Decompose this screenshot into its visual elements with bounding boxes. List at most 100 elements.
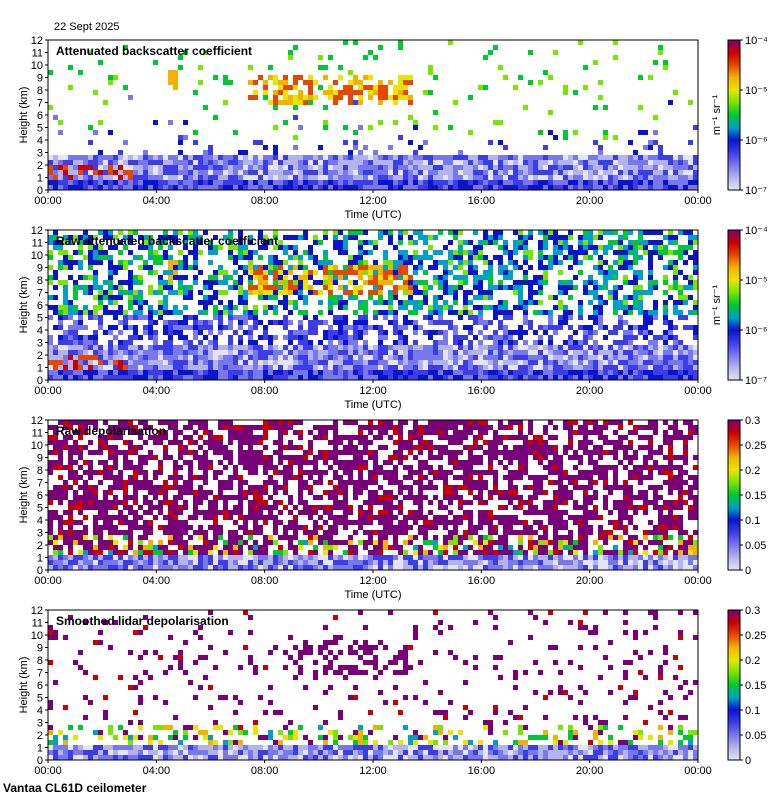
panel-title: Smoothed lidar depolarisation	[56, 614, 229, 628]
colorbar-tick-label: 10⁻⁶	[745, 135, 768, 147]
panel-4: Smoothed lidar depolarisation01234567891…	[18, 605, 766, 780]
y-tick-label: 0	[37, 185, 43, 197]
x-tick-label: 00:00	[34, 765, 62, 777]
colorbar-tick-label: 0.2	[745, 655, 760, 667]
colorbar-tick-label: 10⁻⁷	[745, 185, 767, 197]
x-tick-label: 00:00	[684, 385, 712, 397]
x-tick-label: 20:00	[576, 765, 604, 777]
x-tick-label: 08:00	[251, 765, 279, 777]
y-axis-label: Height (km)	[18, 467, 30, 524]
y-tick-label: 5	[37, 123, 43, 135]
heatmap-field	[48, 610, 698, 760]
y-tick-label: 11	[32, 238, 43, 250]
y-tick-label: 1	[37, 553, 43, 565]
y-tick-label: 5	[37, 313, 43, 325]
colorbar-tick-label: 10⁻⁴	[745, 35, 768, 47]
x-tick-label: 00:00	[684, 575, 712, 587]
ceilometer-figure: Attenuated backscatter coefficient012345…	[18, 35, 768, 780]
heatmap-field	[48, 230, 698, 380]
y-tick-label: 6	[37, 680, 43, 692]
y-tick-label: 8	[37, 85, 43, 97]
y-tick-label: 7	[37, 288, 43, 300]
y-tick-label: 10	[31, 250, 43, 262]
x-tick-label: 00:00	[34, 575, 62, 587]
y-tick-label: 1	[37, 173, 43, 185]
x-tick-label: 00:00	[34, 385, 62, 397]
colorbar-tick-label: 0.05	[745, 730, 766, 742]
colorbar-tick-label: 10⁻⁴	[745, 225, 768, 237]
colorbar-unit-label: m⁻¹ sr⁻¹	[711, 95, 723, 136]
y-tick-label: 5	[37, 503, 43, 515]
y-tick-label: 12	[31, 35, 43, 47]
colorbar-tick-label: 0.1	[745, 515, 760, 527]
y-tick-label: 9	[37, 643, 43, 655]
colorbar-tick-label: 0.1	[745, 705, 760, 717]
x-axis-label: Time (UTC)	[344, 399, 401, 411]
colorbar-tick-label: 10⁻⁵	[745, 85, 768, 97]
date-label: 22 Sept 2025	[54, 21, 120, 33]
y-tick-label: 3	[37, 148, 43, 160]
panel-title: Raw attenuated backscatter coefficient	[56, 234, 278, 248]
y-tick-label: 2	[37, 730, 43, 742]
x-tick-label: 16:00	[468, 385, 496, 397]
y-tick-label: 11	[32, 428, 43, 440]
colorbar: 0.3 0.25 0.2 0.15 0.1 0.05 0	[727, 605, 766, 767]
colorbar-tick-label: 0.3	[745, 605, 760, 617]
x-tick-label: 20:00	[576, 385, 604, 397]
x-tick-label: 12:00	[359, 765, 387, 777]
colorbar: 10⁻⁴ 10⁻⁵ 10⁻⁶ 10⁻⁷ m⁻¹ sr⁻¹	[711, 35, 768, 197]
colorbar-tick-label: 0.2	[745, 465, 760, 477]
colorbar-tick-label: 0	[745, 755, 751, 767]
x-tick-label: 04:00	[143, 195, 171, 207]
colorbar-gradient	[727, 419, 741, 571]
colorbar-tick-label: 0.05	[745, 540, 766, 552]
x-tick-label: 00:00	[684, 765, 712, 777]
x-tick-label: 08:00	[251, 575, 279, 587]
x-axis-label: Time (UTC)	[344, 209, 401, 221]
y-tick-label: 12	[31, 225, 43, 237]
y-axis-label: Height (km)	[18, 87, 30, 144]
colorbar-tick-label: 0.25	[745, 630, 766, 642]
y-tick-label: 0	[37, 565, 43, 577]
colorbar-gradient	[727, 609, 741, 761]
colorbar-tick-label: 0	[745, 565, 751, 577]
x-axis-label: Time (UTC)	[344, 589, 401, 601]
panel-2: Raw attenuated backscatter coefficient01…	[18, 225, 768, 411]
y-tick-label: 4	[37, 515, 43, 527]
footer-label: Vantaa CL61D ceilometer	[3, 781, 147, 795]
x-tick-label: 00:00	[684, 195, 712, 207]
y-tick-label: 10	[31, 60, 43, 72]
heatmap-field	[48, 420, 698, 570]
x-tick-label: 04:00	[143, 385, 171, 397]
x-axis-label: Time (UTC)	[344, 779, 401, 780]
y-tick-label: 3	[37, 718, 43, 730]
y-tick-label: 11	[32, 618, 43, 630]
colorbar-tick-label: 0.15	[745, 490, 766, 502]
panel-1: Attenuated backscatter coefficient012345…	[18, 35, 768, 221]
colorbar-tick-label: 0.3	[745, 415, 760, 427]
y-tick-label: 6	[37, 300, 43, 312]
y-tick-label: 12	[31, 415, 43, 427]
y-tick-label: 8	[37, 465, 43, 477]
y-tick-label: 10	[31, 440, 43, 452]
y-tick-label: 2	[37, 350, 43, 362]
y-tick-label: 11	[32, 48, 43, 60]
colorbar-unit-label: m⁻¹ sr⁻¹	[711, 285, 723, 326]
colorbar: 10⁻⁴ 10⁻⁵ 10⁻⁶ 10⁻⁷ m⁻¹ sr⁻¹	[711, 225, 768, 387]
y-axis-label: Height (km)	[18, 657, 30, 714]
colorbar-gradient	[727, 39, 741, 191]
x-tick-label: 04:00	[143, 575, 171, 587]
y-tick-label: 8	[37, 275, 43, 287]
y-axis-label: Height (km)	[18, 277, 30, 334]
y-tick-label: 7	[37, 478, 43, 490]
x-tick-label: 00:00	[34, 195, 62, 207]
x-tick-label: 08:00	[251, 385, 279, 397]
y-tick-label: 1	[37, 743, 43, 755]
y-tick-label: 4	[37, 705, 43, 717]
colorbar: 0.3 0.25 0.2 0.15 0.1 0.05 0	[727, 415, 766, 577]
x-tick-label: 12:00	[359, 385, 387, 397]
heatmap-field	[48, 40, 698, 190]
y-tick-label: 2	[37, 540, 43, 552]
x-tick-label: 20:00	[576, 575, 604, 587]
